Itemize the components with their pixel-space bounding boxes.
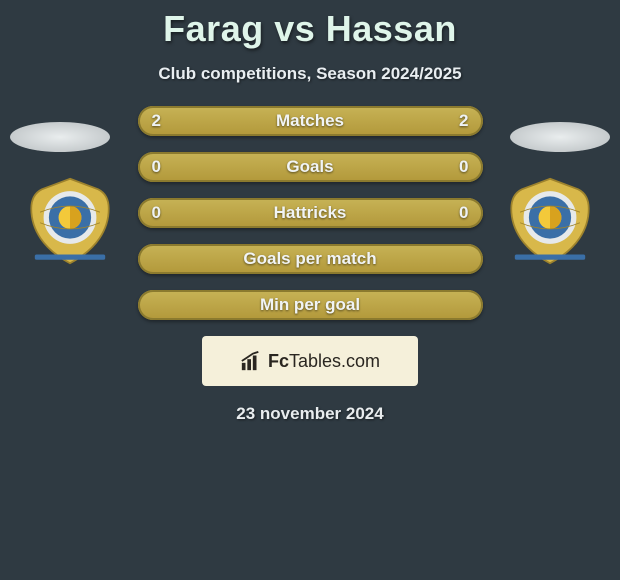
club-badge-right (504, 177, 596, 265)
stat-value-right: 0 (459, 203, 468, 223)
stat-value-left: 0 (152, 203, 161, 223)
stat-value-left: 2 (152, 111, 161, 131)
stat-row: Min per goal (138, 290, 483, 320)
page-title: Farag vs Hassan (0, 0, 620, 50)
logo-main: Tables (289, 351, 341, 371)
stat-label: Goals (286, 157, 333, 177)
logo-text: FcTables.com (268, 351, 380, 372)
stat-label: Goals per match (243, 249, 376, 269)
logo-suffix: .com (341, 351, 380, 371)
stat-label: Min per goal (260, 295, 360, 315)
player-photo-right-placeholder (510, 122, 610, 152)
logo-prefix: Fc (268, 351, 289, 371)
club-badge-left (24, 177, 116, 265)
player-photo-left-placeholder (10, 122, 110, 152)
stat-value-left: 0 (152, 157, 161, 177)
stat-value-right: 2 (459, 111, 468, 131)
stat-row: 0 Hattricks 0 (138, 198, 483, 228)
stat-label: Hattricks (274, 203, 347, 223)
stat-row: 2 Matches 2 (138, 106, 483, 136)
stat-value-right: 0 (459, 157, 468, 177)
stat-row: 0 Goals 0 (138, 152, 483, 182)
subtitle: Club competitions, Season 2024/2025 (0, 64, 620, 84)
bars-icon (240, 350, 262, 372)
stat-row: Goals per match (138, 244, 483, 274)
fctables-logo: FcTables.com (202, 336, 418, 386)
stat-label: Matches (276, 111, 344, 131)
date-label: 23 november 2024 (0, 404, 620, 424)
